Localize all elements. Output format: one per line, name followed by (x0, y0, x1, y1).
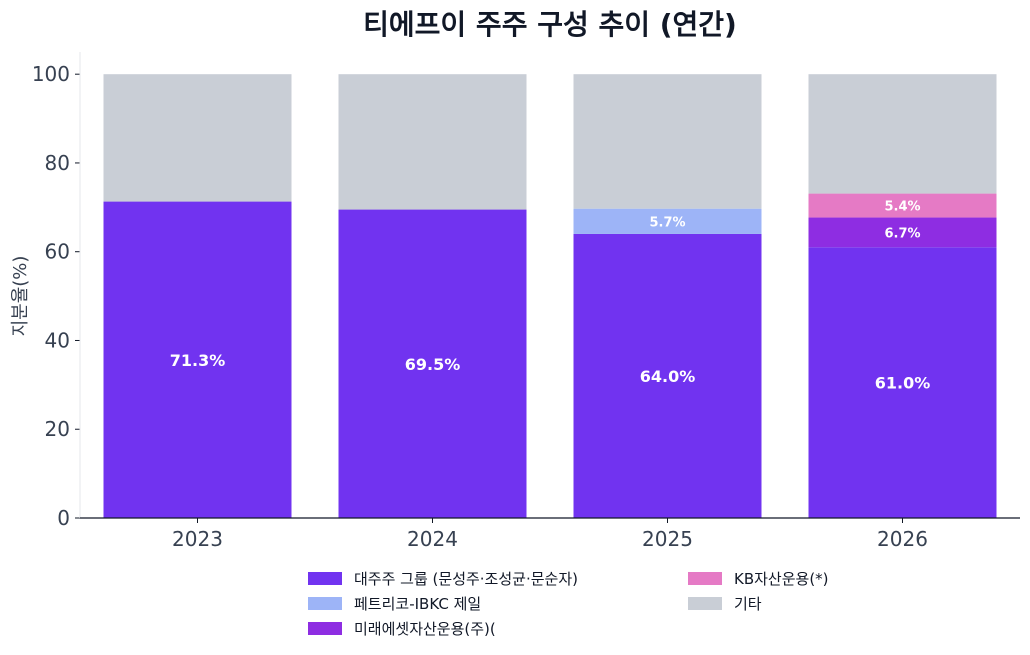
bar-segment (103, 201, 292, 518)
bar-segment (808, 193, 997, 218)
legend-item-petrico: 페트리코-IBKC 제일 (308, 593, 688, 613)
legend-item-others: 기타 (688, 593, 828, 613)
x-tick-label: 2023 (172, 527, 223, 551)
x-tick-label: 2026 (877, 527, 928, 551)
bar-segment (808, 247, 997, 518)
legend-swatch (688, 571, 722, 585)
bar-segment (338, 74, 527, 210)
legend-swatch (308, 571, 342, 585)
legend-label: KB자산운용(*) (734, 569, 829, 588)
legend-item-mirae-asset: 미래에셋자산운용(주)( (308, 618, 688, 638)
data-label: 64.0% (640, 367, 696, 386)
data-label: 61.0% (875, 374, 931, 393)
legend-label: 미래에셋자산운용(주)( (354, 619, 496, 638)
legend-swatch (688, 596, 722, 610)
y-tick-label: 80 (45, 151, 70, 175)
x-tick-label: 2024 (407, 527, 458, 551)
legend-item-kb-asset: KB자산운용(*) (688, 568, 829, 588)
bar-segment (808, 217, 997, 248)
data-label: 5.7% (649, 215, 685, 230)
legend-item-major-shareholders: 대주주 그룹 (문성주·조성균·문순자) (308, 568, 688, 588)
data-label: 71.3% (170, 351, 226, 370)
legend-label: 페트리코-IBKC 제일 (354, 594, 482, 613)
data-label: 69.5% (405, 355, 461, 374)
bar-segment (573, 74, 762, 209)
y-tick-label: 0 (57, 506, 70, 530)
legend-swatch (308, 596, 342, 610)
y-tick-label: 60 (45, 240, 70, 264)
x-tick-label: 2025 (642, 527, 693, 551)
bar-segment (103, 74, 292, 202)
bar-segment (338, 209, 527, 519)
y-tick-label: 100 (32, 62, 70, 86)
legend-label: 기타 (734, 594, 762, 613)
chart-title: 티에프이 주주 구성 추이 (연간) (363, 8, 737, 41)
data-label: 6.7% (884, 226, 920, 241)
y-axis-label: 지분율(%) (10, 256, 31, 337)
legend-label: 대주주 그룹 (문성주·조성균·문순자) (354, 569, 578, 588)
y-tick-label: 20 (45, 417, 70, 441)
y-tick-label: 40 (45, 328, 70, 352)
bar-segment (573, 208, 762, 234)
data-label: 5.4% (884, 200, 920, 215)
bar-segment (808, 74, 997, 194)
legend: 대주주 그룹 (문성주·조성균·문순자) KB자산운용(*) 페트리코-IBKC… (308, 568, 829, 638)
plot-area: 71.3% 2023 69.5% 2024 64.0% 5.7% 2025 61.0% 6.7%… (32, 52, 1020, 551)
legend-swatch (308, 621, 342, 635)
bar-segment (573, 233, 762, 518)
